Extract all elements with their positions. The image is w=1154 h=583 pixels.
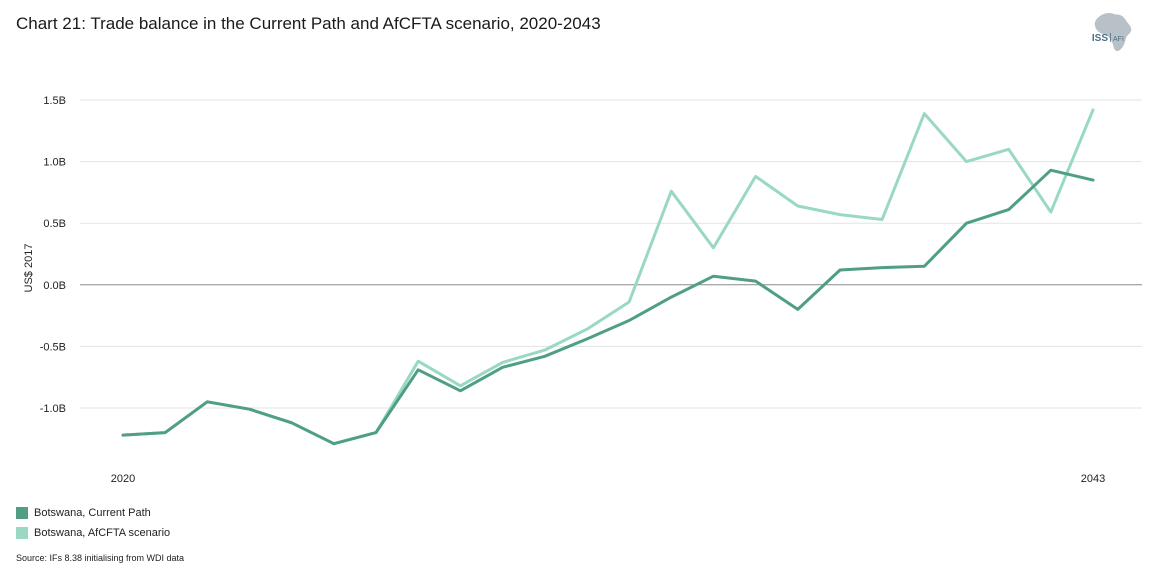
y-tick-label: 1.0B — [43, 157, 66, 169]
y-tick-label: -0.5B — [40, 341, 66, 353]
legend-item-current-path: Botswana, Current Path — [16, 503, 170, 523]
y-axis-tick-labels: -1.0B -0.5B 0.0B 0.5B 1.0B 1.5B — [40, 95, 66, 415]
y-tick-label: -1.0B — [40, 403, 66, 415]
legend-label-current-path: Botswana, Current Path — [34, 507, 151, 519]
series-line-afcfta-scenario — [121, 108, 1095, 446]
y-tick-label: 0.5B — [43, 218, 66, 230]
x-axis-tick-labels: 2020 2043 — [111, 473, 1105, 485]
legend-label-afcfta-scenario: Botswana, AfCFTA scenario — [34, 527, 171, 539]
x-tick-label: 2020 — [111, 473, 135, 485]
y-tick-label: 1.5B — [43, 95, 66, 107]
logo-divider — [1110, 33, 1111, 42]
y-tick-label: 0.0B — [43, 280, 66, 292]
legend-swatch-current-path — [16, 507, 28, 519]
x-tick-label: 2043 — [1081, 473, 1105, 485]
legend-swatch-afcfta-scenario — [16, 527, 28, 539]
chart-legend: Botswana, Current Path Botswana, AfCFTA … — [16, 503, 170, 543]
iss-afi-logo: ISS AFI — [1086, 10, 1142, 54]
gridlines — [80, 99, 1142, 409]
africa-map-icon: ISS AFI — [1092, 12, 1132, 52]
chart-title: Chart 21: Trade balance in the Current P… — [16, 14, 601, 33]
series-lines — [121, 108, 1095, 446]
source-note: Source: IFs 8.38 initialising from WDI d… — [16, 553, 185, 563]
africa-map-shape — [1094, 12, 1132, 52]
line-chart: -1.0B -0.5B 0.0B 0.5B 1.0B 1.5B 2020 2043 US$ … — [23, 95, 1142, 485]
legend-item-afcfta-scenario: Botswana, AfCFTA scenario — [16, 523, 170, 543]
logo-text-left: ISS — [1092, 33, 1108, 44]
series-line-current-path — [121, 168, 1095, 446]
logo-text-right: AFI — [1113, 36, 1124, 43]
y-axis-label: US$ 2017 — [23, 244, 35, 293]
